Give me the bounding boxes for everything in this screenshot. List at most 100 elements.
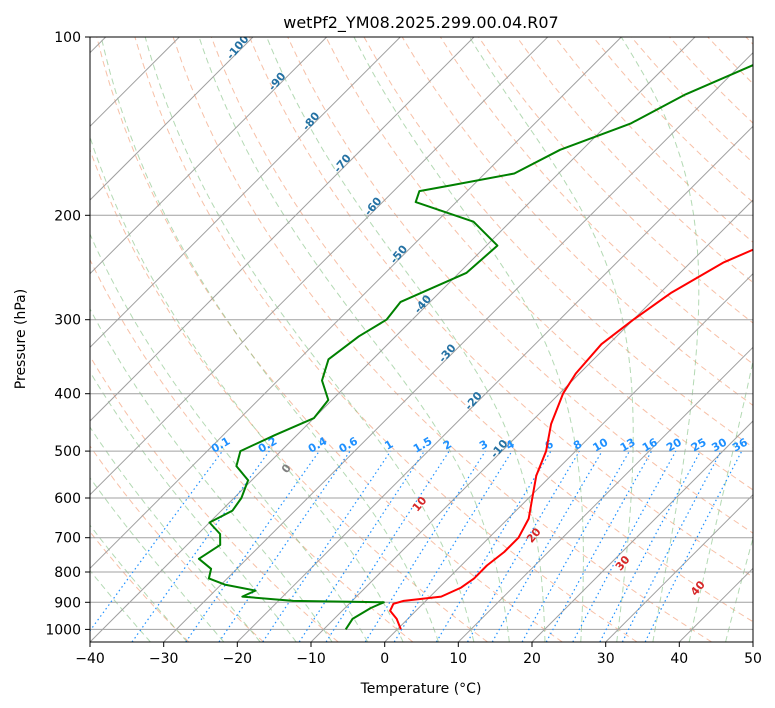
mixing-ratio-label: 25 xyxy=(689,436,709,455)
isotherm xyxy=(531,420,753,642)
mixing-ratio-line xyxy=(262,450,392,642)
dry-adiabat xyxy=(134,37,638,642)
plot-frame xyxy=(89,36,754,643)
isotherm xyxy=(163,51,753,642)
moist-adiabat xyxy=(198,37,510,642)
isotherm xyxy=(90,37,475,422)
dry-adiabat xyxy=(516,37,753,284)
moist-adiabat xyxy=(762,37,775,642)
dry-adiabat xyxy=(669,37,753,124)
isotherm xyxy=(752,641,753,642)
mixing-ratio-line xyxy=(393,450,513,642)
y-tick-label: 100 xyxy=(54,30,81,46)
moist-adiabat xyxy=(90,524,188,642)
x-tick-label: −20 xyxy=(223,651,253,667)
mixing-ratio-label: 30 xyxy=(709,435,729,454)
isotherm xyxy=(236,125,753,642)
x-tick-label: 20 xyxy=(523,651,541,667)
x-axis: −40 −30 −20 −10 0 10 20 30 40 50 xyxy=(75,642,762,667)
moist-adiabat xyxy=(688,358,753,642)
y-axis-label: Pressure (hPa) xyxy=(13,289,29,389)
mixing-ratio-lines xyxy=(90,450,743,642)
moist-adiabat xyxy=(90,370,297,642)
mixing-ratio-line xyxy=(364,450,486,642)
mixing-ratio-label: 2 xyxy=(441,438,454,453)
dry-adiabat-label: -30 xyxy=(436,341,459,365)
dry-adiabat xyxy=(96,37,563,642)
dry-adiabat-label: -50 xyxy=(387,242,410,266)
isotherms xyxy=(90,37,753,642)
x-tick-label: 10 xyxy=(449,651,467,667)
isotherm xyxy=(90,37,696,642)
y-tick-label: 1000 xyxy=(45,622,81,638)
mixing-ratio-label: 6 xyxy=(543,437,556,452)
mixing-ratio-line xyxy=(185,450,320,642)
dry-adiabat xyxy=(90,258,414,642)
isotherm xyxy=(384,272,753,642)
dry-adiabat-label: -80 xyxy=(300,109,323,133)
moist-adiabat xyxy=(353,37,584,642)
mixing-ratio-label: 1 xyxy=(382,438,395,453)
y-tick-label: 200 xyxy=(54,208,81,224)
y-tick-label: 800 xyxy=(54,565,81,581)
dry-adiabat xyxy=(554,37,753,243)
x-tick-label: 40 xyxy=(670,651,688,667)
mixing-ratio-label: 20 xyxy=(664,435,684,454)
dry-adiabat-label: -20 xyxy=(462,389,485,413)
moist-adiabat xyxy=(90,135,404,642)
dry-adiabat xyxy=(249,37,753,578)
moist-adiabat xyxy=(725,536,753,642)
moist-adiabat xyxy=(90,476,225,642)
mixing-ratio-label: 16 xyxy=(640,435,660,454)
y-tick-label: 400 xyxy=(54,387,81,403)
moist-adiabat xyxy=(90,569,151,642)
dewpoint-line xyxy=(197,64,753,630)
dry-adiabat xyxy=(745,37,753,45)
x-axis-label: Temperature (°C) xyxy=(360,681,482,697)
isobars xyxy=(90,37,753,630)
mixing-ratio-line xyxy=(325,450,450,642)
dry-adiabat xyxy=(325,37,753,491)
dry-adiabat xyxy=(210,37,753,623)
x-tick-label: 0 xyxy=(380,651,389,667)
moist-adiabat xyxy=(144,37,475,642)
temperature-line xyxy=(389,248,753,630)
mixing-ratio-label: 10 xyxy=(590,435,610,454)
mixing-ratio-line xyxy=(545,450,653,642)
plot-area: 0.1 0.2 0.4 0.6 1 1.5 2 3 4 6 8 10 13 16 20 25 30 36-100-… xyxy=(90,37,775,642)
x-tick-label: 50 xyxy=(744,651,762,667)
x-tick-label: −30 xyxy=(149,651,179,667)
x-tick-label: −40 xyxy=(75,651,105,667)
isotherm xyxy=(90,37,622,570)
y-tick-label: 300 xyxy=(54,313,81,329)
profiles xyxy=(197,64,753,630)
mixing-ratio-line xyxy=(435,450,552,642)
dry-adiabats xyxy=(90,37,753,642)
y-tick-label: 700 xyxy=(54,531,81,547)
mixing-ratio-label: 0.6 xyxy=(337,434,361,455)
x-tick-label: 30 xyxy=(597,651,615,667)
mixing-ratio-line xyxy=(298,450,425,642)
moist-adiabat-label: 20 xyxy=(524,525,544,545)
isotherm xyxy=(90,37,328,275)
mixing-ratio-line xyxy=(218,450,351,642)
moist-adiabat xyxy=(620,37,700,642)
mixing-ratio-line xyxy=(466,450,580,642)
x-tick-label: −10 xyxy=(296,651,326,667)
moist-adiabat xyxy=(90,232,369,642)
isotherm xyxy=(90,37,254,201)
isotherm xyxy=(310,199,753,642)
mixing-ratio-line xyxy=(90,450,223,632)
dry-adiabat xyxy=(707,37,753,85)
mixing-ratio-label: 1.5 xyxy=(411,435,434,456)
isotherm xyxy=(457,346,753,642)
y-tick-label: 500 xyxy=(54,444,81,460)
y-tick-label: 900 xyxy=(54,595,81,611)
y-tick-label: 600 xyxy=(54,491,81,507)
moist-adiabat xyxy=(100,37,439,642)
moist-adiabat-label: 40 xyxy=(688,578,708,598)
dry-adiabat-label: -90 xyxy=(266,70,289,94)
dry-adiabat xyxy=(90,355,339,642)
moist-adiabat xyxy=(266,37,546,642)
